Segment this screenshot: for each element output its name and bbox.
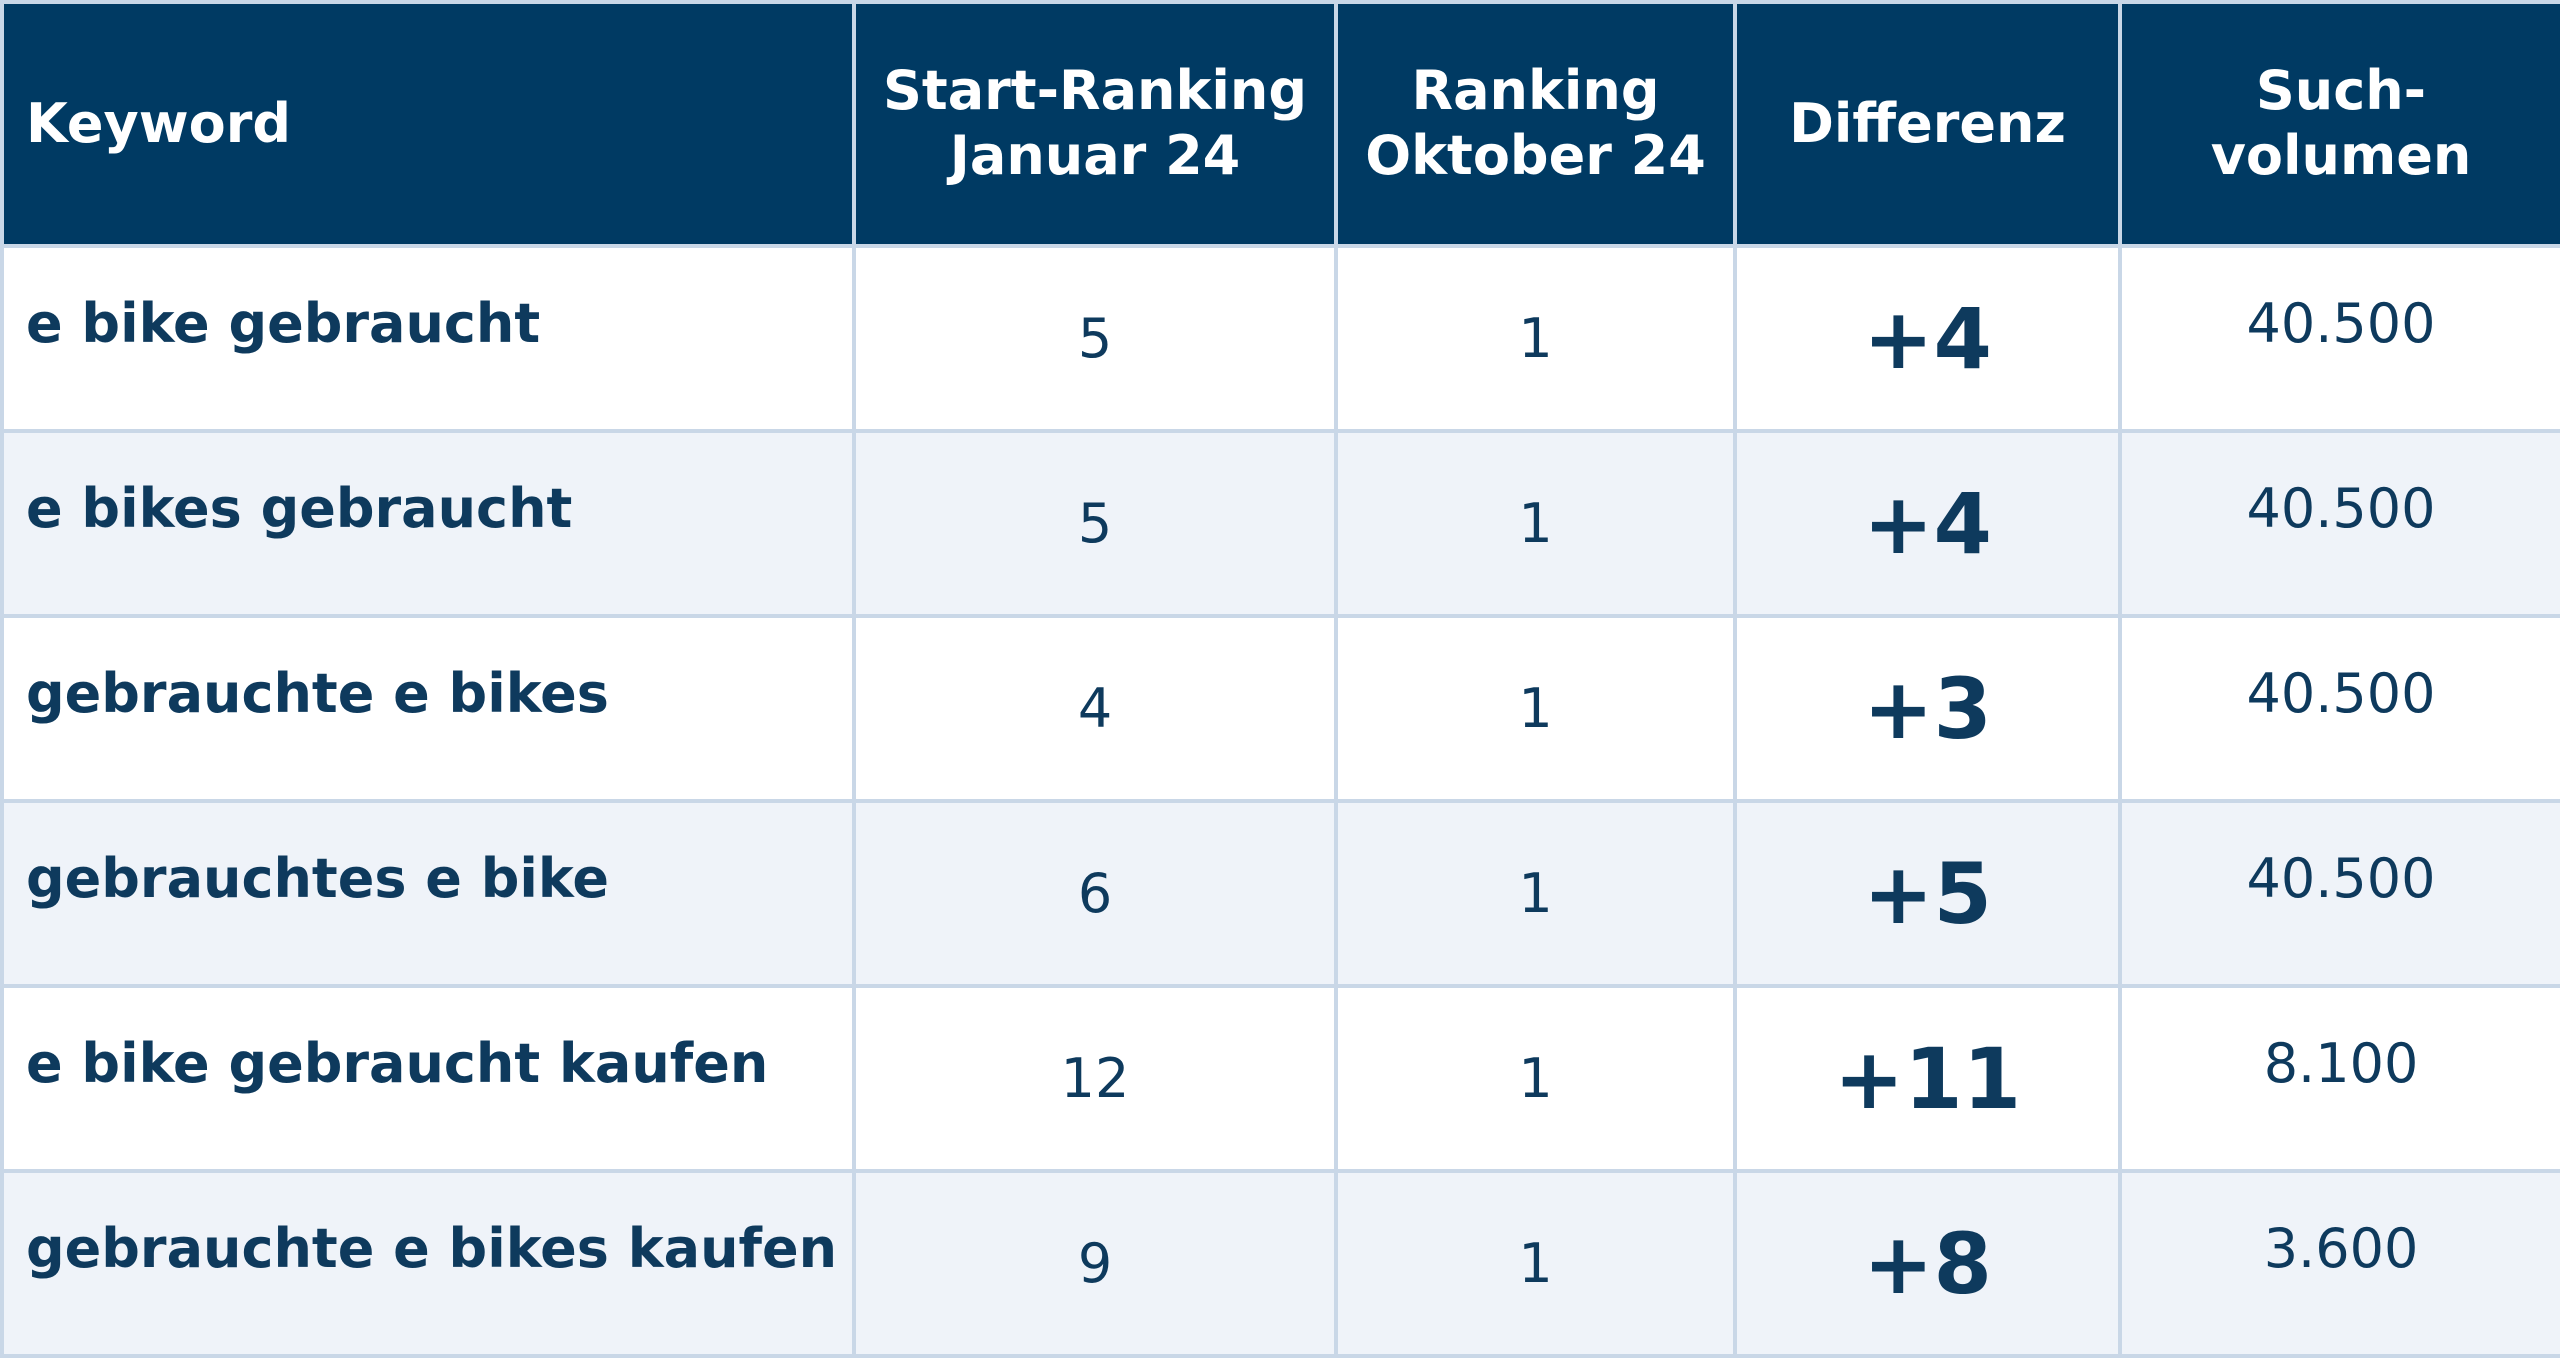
start-ranking: 6 (852, 799, 1338, 988)
ranking-october: 1 (1334, 429, 1737, 618)
keyword: gebrauchtes e bike (0, 799, 856, 988)
start-ranking: 9 (852, 1169, 1338, 1358)
keyword: e bike gebraucht (0, 244, 856, 433)
ranking-october: 1 (1334, 1169, 1737, 1358)
header-text: Differenz (1789, 91, 2066, 155)
header-text: Ranking (1411, 59, 1660, 123)
start-ranking: 12 (852, 984, 1338, 1173)
keyword: gebrauchte e bikes kaufen (0, 1169, 856, 1358)
search-volume: 8.100 (2118, 984, 2560, 1173)
ranking-october: 1 (1334, 244, 1737, 433)
start-ranking: 5 (852, 244, 1338, 433)
start-ranking: 5 (852, 429, 1338, 618)
ranking-october: 1 (1334, 799, 1737, 988)
header-cell: Differenz (1733, 0, 2122, 248)
header-cell: Keyword (0, 0, 856, 248)
search-volume: 40.500 (2118, 244, 2560, 433)
table-row: e bikes gebraucht 5 1 +4 40.500 (0, 429, 2560, 618)
table-row: gebrauchte e bikes 4 1 +3 40.500 (0, 614, 2560, 803)
header-text: Januar 24 (949, 124, 1241, 187)
ranking-october: 1 (1334, 984, 1737, 1173)
header-text: Such- (2255, 59, 2427, 123)
header-cell: Ranking Oktober 24 (1334, 0, 1737, 248)
difference: +4 (1733, 244, 2122, 433)
difference: +4 (1733, 429, 2122, 618)
search-volume: 40.500 (2118, 614, 2560, 803)
difference: +8 (1733, 1169, 2122, 1358)
ranking-october: 1 (1334, 614, 1737, 803)
keyword: e bike gebraucht kaufen (0, 984, 856, 1173)
header-text: Oktober 24 (1365, 124, 1706, 187)
table-row: gebrauchte e bikes kaufen 9 1 +8 3.600 (0, 1169, 2560, 1358)
difference: +5 (1733, 799, 2122, 988)
table-row: e bike gebraucht kaufen 12 1 +11 8.100 (0, 984, 2560, 1173)
header-cell: Start-Ranking Januar 24 (852, 0, 1338, 248)
search-volume: 40.500 (2118, 429, 2560, 618)
difference: +11 (1733, 984, 2122, 1173)
header-text: Start-Ranking (883, 59, 1307, 123)
header-text: Keyword (26, 91, 291, 155)
search-volume: 3.600 (2118, 1169, 2560, 1358)
table-body: e bike gebraucht 5 1 +4 40.500 e bikes gebrau… (0, 244, 2560, 1358)
start-ranking: 4 (852, 614, 1338, 803)
keyword: e bikes gebraucht (0, 429, 856, 618)
table-row: gebrauchtes e bike 6 1 +5 40.500 (0, 799, 2560, 988)
header-row: Keyword Start-Ranking Januar 24 Ranking Okto… (0, 0, 2560, 248)
difference: +3 (1733, 614, 2122, 803)
header-text: volumen (2210, 124, 2472, 187)
table-row: e bike gebraucht 5 1 +4 40.500 (0, 244, 2560, 433)
header-cell: Such-volumen (2118, 0, 2560, 248)
keyword: gebrauchte e bikes (0, 614, 856, 803)
search-volume: 40.500 (2118, 799, 2560, 988)
